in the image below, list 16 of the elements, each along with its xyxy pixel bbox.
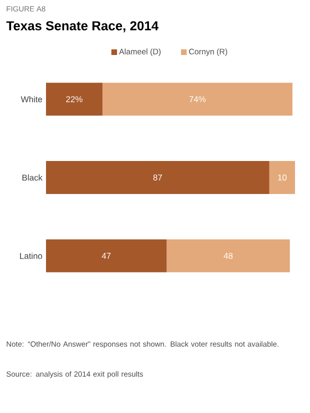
y-tick-label: Latino <box>20 252 42 259</box>
bar <box>46 161 270 194</box>
data-label: 48 <box>224 252 233 259</box>
bar <box>269 161 295 194</box>
data-label: 10 <box>278 174 287 180</box>
bar <box>46 82 102 116</box>
data-label: 47 <box>102 252 111 259</box>
bar <box>102 82 292 116</box>
data-label: 87 <box>153 174 162 180</box>
data-label: 74% <box>189 96 206 102</box>
y-tick-label: White <box>20 96 42 102</box>
y-tick-label: Black <box>22 174 42 181</box>
data-label: 22% <box>66 96 82 102</box>
chart-title: Texas Senate Race, 2014 <box>6 21 159 32</box>
bar <box>46 239 167 272</box>
bar <box>166 239 290 272</box>
